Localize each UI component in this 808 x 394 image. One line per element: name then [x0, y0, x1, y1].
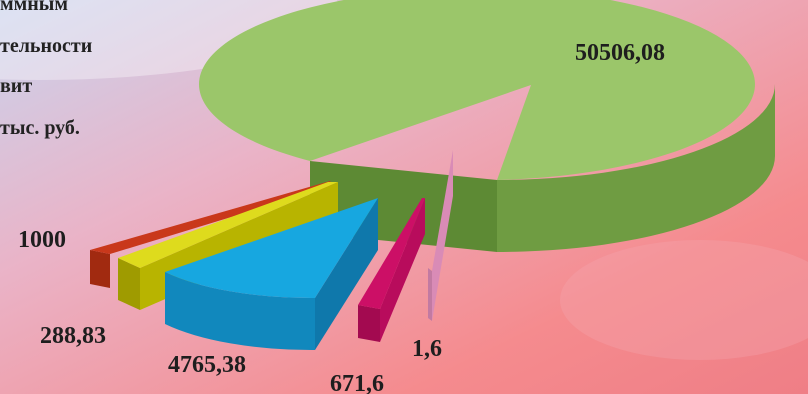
data-label-5: 671,6	[330, 371, 384, 394]
data-label-3: 288,83	[40, 323, 106, 349]
pie-slice-6	[428, 150, 453, 321]
title-line-1: ммным	[0, 0, 69, 15]
pie-slice-4	[165, 198, 378, 351]
pie-slice-1	[199, 0, 775, 252]
title-line-2: тельности	[0, 35, 93, 57]
title-line-3: вит	[0, 75, 33, 97]
data-label-4: 4765,38	[168, 352, 246, 378]
pie-slice-2	[90, 181, 333, 288]
data-label-6: 1,6	[412, 336, 442, 362]
title-line-4: тыс. руб.	[0, 117, 80, 139]
data-label-1: 50506,08	[575, 40, 665, 66]
data-label-2: 1000	[18, 227, 66, 253]
pie-slice-5	[358, 198, 425, 342]
